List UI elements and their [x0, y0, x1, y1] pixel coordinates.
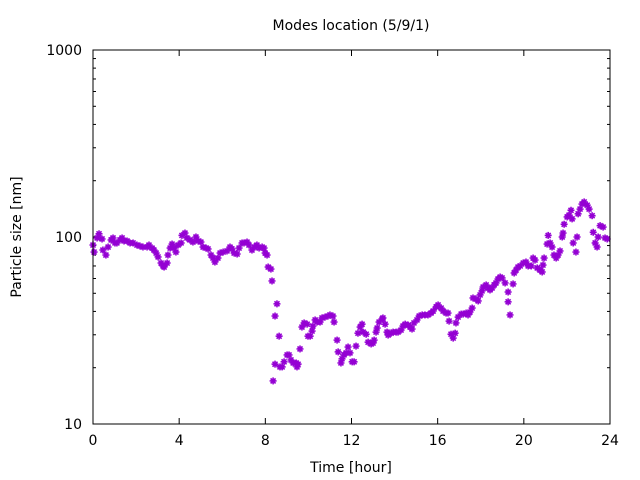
y-tick-label: 100: [55, 230, 82, 246]
data-point: [271, 360, 279, 368]
data-point: [177, 239, 185, 247]
data-point: [452, 319, 460, 327]
data-point: [498, 274, 506, 282]
data-point: [509, 280, 517, 288]
data-point: [95, 230, 103, 238]
y-tick-label: 1000: [46, 43, 82, 59]
data-point: [381, 320, 389, 328]
data-point: [506, 311, 514, 319]
x-axis-label: Time [hour]: [309, 460, 392, 476]
chart-title: Modes location (5/9/1): [273, 18, 430, 34]
data-point: [329, 312, 337, 320]
data-point: [544, 231, 552, 239]
y-axis-label: Particle size [nm]: [9, 176, 25, 297]
data-point: [98, 235, 106, 243]
data-point: [172, 248, 180, 256]
data-point: [90, 248, 98, 256]
data-point: [593, 243, 601, 251]
data-point: [588, 212, 596, 220]
data-point: [352, 342, 360, 350]
x-tick-label: 24: [601, 433, 619, 449]
data-point: [501, 279, 509, 287]
x-tick-label: 20: [515, 433, 533, 449]
data-point: [603, 235, 611, 243]
data-point: [559, 229, 567, 237]
data-point: [154, 253, 162, 261]
data-point: [548, 243, 556, 251]
data-point: [354, 329, 362, 337]
data-point: [273, 300, 281, 308]
data-point: [370, 336, 378, 344]
data-point: [585, 205, 593, 213]
data-point: [408, 325, 416, 333]
data-point: [569, 239, 577, 247]
data-point: [573, 233, 581, 241]
data-point: [594, 233, 602, 241]
data-point: [235, 244, 243, 252]
data-point: [362, 330, 370, 338]
data-point: [358, 320, 366, 328]
x-tick-label: 12: [343, 433, 361, 449]
data-point: [285, 351, 293, 359]
data-point: [275, 332, 283, 340]
x-tick-label: 4: [175, 433, 184, 449]
data-points: [89, 198, 611, 385]
data-point: [468, 304, 476, 312]
data-point: [445, 317, 453, 325]
data-point: [164, 251, 172, 259]
y-tick-label: 10: [64, 417, 82, 433]
data-point: [233, 250, 241, 258]
data-point: [568, 215, 576, 223]
data-point: [539, 261, 547, 269]
data-point: [260, 244, 268, 252]
data-point: [104, 243, 112, 251]
data-point: [99, 246, 107, 254]
data-point: [308, 327, 316, 335]
data-point: [330, 318, 338, 326]
data-point: [531, 256, 539, 264]
data-point: [451, 329, 459, 337]
data-point: [344, 343, 352, 351]
data-point: [189, 238, 197, 246]
data-point: [294, 360, 302, 368]
data-point: [546, 239, 554, 247]
data-point: [280, 358, 288, 366]
data-point: [268, 277, 276, 285]
x-tick-label: 8: [261, 433, 270, 449]
data-point: [296, 345, 304, 353]
data-point: [346, 349, 354, 357]
data-point: [540, 254, 548, 262]
data-point: [334, 348, 342, 356]
x-tick-label: 16: [429, 433, 447, 449]
data-point: [589, 228, 597, 236]
data-point: [567, 206, 575, 214]
data-point: [444, 309, 452, 317]
x-tick-label: 0: [89, 433, 98, 449]
data-point: [350, 358, 358, 366]
data-point: [263, 251, 271, 259]
data-point: [163, 259, 171, 267]
data-point: [504, 288, 512, 296]
data-point: [267, 265, 275, 273]
data-point: [504, 298, 512, 306]
plot-frame: [92, 49, 611, 425]
data-point: [538, 268, 546, 276]
data-point: [204, 245, 212, 253]
data-point: [599, 223, 607, 231]
data-point: [572, 248, 580, 256]
data-point: [560, 220, 568, 228]
data-point: [303, 320, 311, 328]
data-point: [527, 262, 535, 270]
data-point: [271, 312, 279, 320]
data-point: [556, 247, 564, 255]
data-point: [379, 314, 387, 322]
data-point: [269, 377, 277, 385]
data-point: [333, 336, 341, 344]
data-point: [373, 324, 381, 332]
data-point: [102, 251, 110, 259]
data-point: [474, 297, 482, 305]
